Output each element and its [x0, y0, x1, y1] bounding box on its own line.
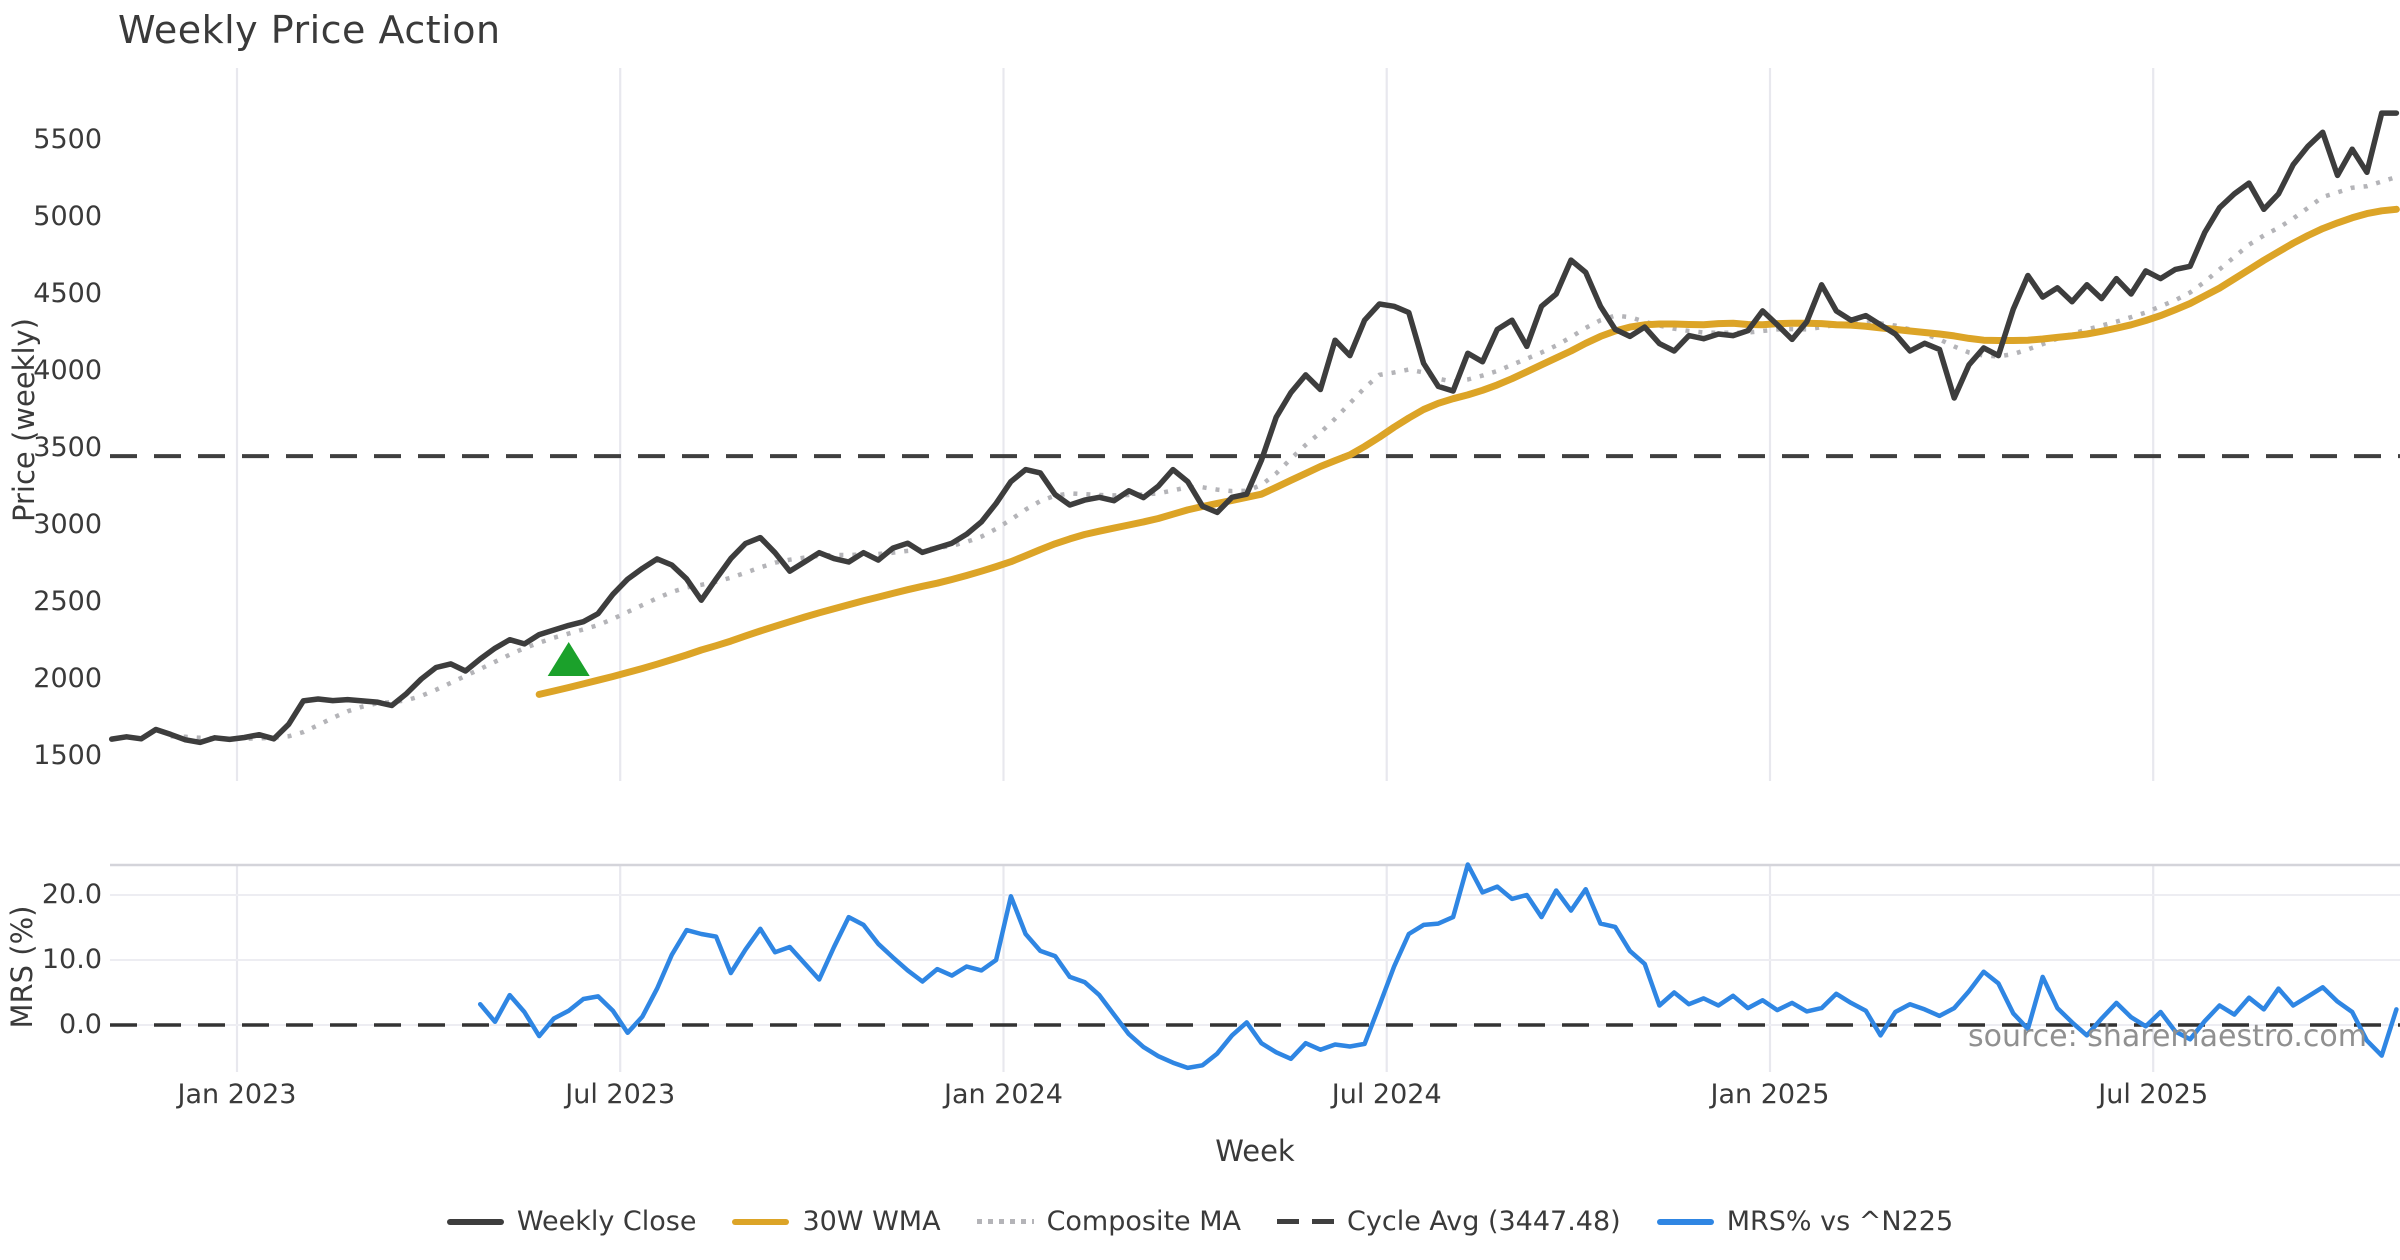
wma-line-icon	[732, 1218, 790, 1225]
composite-dotted-line-icon	[976, 1219, 1034, 1224]
buy-signal-marker	[547, 642, 590, 676]
legend-label: MRS% vs ^N225	[1726, 1206, 1954, 1237]
weekly-close-line-icon	[446, 1218, 504, 1225]
legend-item-30w-wma: 30W WMA	[732, 1206, 941, 1237]
legend-label: Cycle Avg (3447.48)	[1347, 1206, 1621, 1237]
chart-legend: Weekly Close 30W WMA Composite MA Cycle …	[0, 1206, 2400, 1237]
cycle-avg-dashed-line-icon	[1277, 1219, 1335, 1224]
legend-item-cycle-avg: Cycle Avg (3447.48)	[1277, 1206, 1621, 1237]
legend-item-mrs: MRS% vs ^N225	[1656, 1206, 1954, 1237]
price-axis-title: Price (weekly)	[7, 317, 41, 523]
mrs-line-icon	[1656, 1218, 1714, 1225]
legend-item-composite-ma: Composite MA	[976, 1206, 1242, 1237]
page-title: Weekly Price Action	[118, 8, 501, 52]
legend-label: Weekly Close	[516, 1206, 697, 1237]
mrs-line	[477, 862, 2399, 1071]
legend-label: Composite MA	[1046, 1206, 1242, 1237]
weekly-close-line	[108, 110, 2400, 746]
source-note: source: sharemaestro.com	[1968, 1019, 2367, 1054]
legend-item-weekly-close: Weekly Close	[446, 1206, 697, 1237]
mrs-axis-title: MRS (%)	[5, 905, 39, 1029]
legend-label: 30W WMA	[802, 1206, 941, 1237]
x-axis-title: Week	[1215, 1134, 1295, 1168]
wma-line	[535, 205, 2400, 698]
